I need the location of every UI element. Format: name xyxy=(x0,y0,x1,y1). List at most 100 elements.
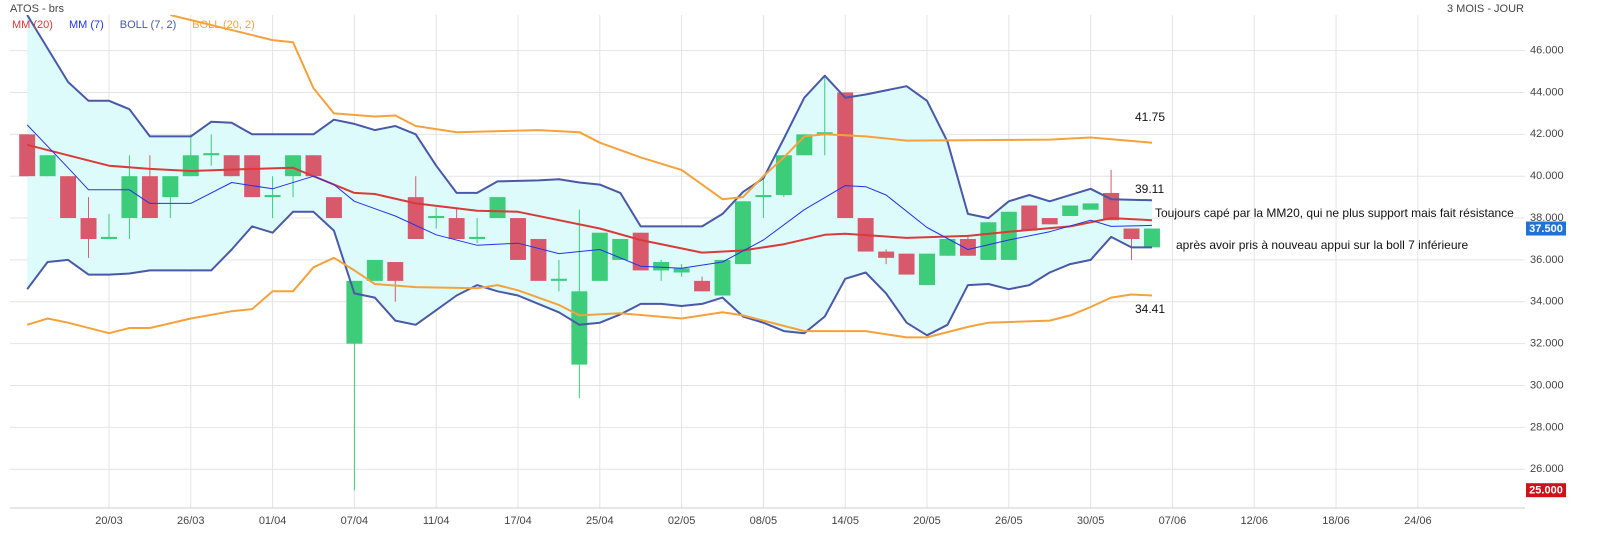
annotation: 39.11 xyxy=(1135,182,1164,196)
y-tick-label: 34.000 xyxy=(1530,296,1564,308)
x-tick-label: 02/05 xyxy=(668,515,696,527)
candle-body xyxy=(980,222,997,260)
candle-body xyxy=(959,238,976,256)
candle-body xyxy=(673,268,690,273)
candle-body xyxy=(714,259,731,296)
candle-body xyxy=(285,155,302,177)
y-tick-label: 44.000 xyxy=(1530,86,1564,98)
candle-body xyxy=(878,251,895,258)
x-tick-label: 24/06 xyxy=(1404,515,1432,527)
candle-body xyxy=(80,218,97,239)
x-tick-label: 14/05 xyxy=(831,515,859,527)
candle-body xyxy=(101,236,117,239)
y-tick-label: 40.000 xyxy=(1530,170,1564,182)
annotation: Toujours capé par la MM20, qui ne plus s… xyxy=(1155,206,1514,220)
candle-body xyxy=(1021,205,1038,231)
series-line xyxy=(26,124,1153,269)
candle-body xyxy=(1144,228,1160,248)
price-marker-label: 25.000 xyxy=(1529,485,1563,497)
band-fill xyxy=(27,15,1153,336)
x-tick-label: 26/05 xyxy=(995,515,1023,527)
candle-body xyxy=(469,236,486,239)
candle-body xyxy=(346,280,363,344)
candle-body xyxy=(223,155,240,177)
candle-body xyxy=(530,238,547,281)
candle-body xyxy=(694,280,711,292)
axes: 26.000 28.000 30.000 32.000 34.000 36.000 38.0… xyxy=(95,44,1563,526)
candle-body xyxy=(1000,211,1017,260)
plot-area xyxy=(19,15,1160,491)
candle-body xyxy=(837,92,854,219)
x-tick-label: 18/06 xyxy=(1322,515,1350,527)
candle-body xyxy=(489,197,506,219)
y-tick-label: 28.000 xyxy=(1530,421,1564,433)
candle-body xyxy=(898,253,915,275)
candle-body xyxy=(653,262,670,271)
candle-body xyxy=(919,253,935,286)
x-tick-label: 11/04 xyxy=(423,515,450,527)
candle-body xyxy=(939,238,956,256)
y-tick-label: 38.000 xyxy=(1530,212,1564,224)
candle-body xyxy=(1082,203,1099,210)
candle-body xyxy=(60,176,77,219)
y-tick-label: 30.000 xyxy=(1530,379,1564,391)
candle-body xyxy=(366,259,383,281)
candle-body xyxy=(387,262,404,281)
series-line xyxy=(26,256,1153,339)
candle-body xyxy=(305,155,322,177)
candle-body xyxy=(264,195,281,198)
series-line xyxy=(26,15,1153,228)
x-tick-label: 07/06 xyxy=(1159,515,1187,527)
x-tick-label: 20/03 xyxy=(95,515,123,527)
candle-body xyxy=(816,132,833,135)
candle-body xyxy=(203,153,220,156)
legend-entry: BOLL (7, 2) xyxy=(120,19,176,31)
candle-body xyxy=(571,291,588,365)
series-line xyxy=(26,210,1152,337)
candle-body xyxy=(325,197,342,219)
candle-body xyxy=(632,232,649,271)
annotation: 34.41 xyxy=(1135,302,1165,316)
candle-body xyxy=(775,155,792,196)
candle-body xyxy=(448,218,465,239)
y-tick-label: 26.000 xyxy=(1530,463,1564,475)
candle-body xyxy=(121,176,138,219)
chart-subtitle: 3 MOIS - JOUR xyxy=(1447,3,1524,15)
x-tick-label: 01/04 xyxy=(259,515,287,527)
candle-body xyxy=(244,155,261,198)
x-tick-label: 12/06 xyxy=(1240,515,1268,527)
candle-body xyxy=(182,155,199,177)
price-marker-label: 37.500 xyxy=(1529,223,1563,235)
y-tick-label: 36.000 xyxy=(1530,254,1564,266)
series-line xyxy=(170,15,1153,201)
candle-body xyxy=(591,232,608,281)
x-tick-label: 17/04 xyxy=(504,515,532,527)
annotation: 41.75 xyxy=(1135,110,1165,124)
candle-body xyxy=(141,176,158,219)
price-marker xyxy=(1526,221,1566,236)
candle-body xyxy=(1123,228,1140,239)
candle-body xyxy=(755,195,772,198)
candle-body xyxy=(612,238,629,260)
annotation: après avoir pris à nouveau appui sur la … xyxy=(1176,238,1468,252)
candle-body xyxy=(162,176,179,198)
y-tick-label: 32.000 xyxy=(1530,338,1564,350)
candle-body xyxy=(1062,205,1079,216)
legend-entry: MM (7) xyxy=(69,19,104,31)
candle-body xyxy=(407,197,424,239)
y-tick-label: 42.000 xyxy=(1530,128,1564,140)
candle-body xyxy=(734,201,751,265)
x-tick-label: 08/05 xyxy=(750,515,778,527)
legend-entry: BOLL (20, 2) xyxy=(192,19,255,31)
series-line xyxy=(26,143,1153,254)
candle-body xyxy=(550,278,567,281)
x-tick-label: 26/03 xyxy=(177,515,205,527)
price-marker xyxy=(1526,483,1566,498)
candle-body xyxy=(19,134,36,177)
candle-body xyxy=(1041,218,1058,225)
candle-body xyxy=(39,155,56,177)
candle-body xyxy=(510,218,526,260)
legend-entry: MM (20) xyxy=(12,19,53,31)
